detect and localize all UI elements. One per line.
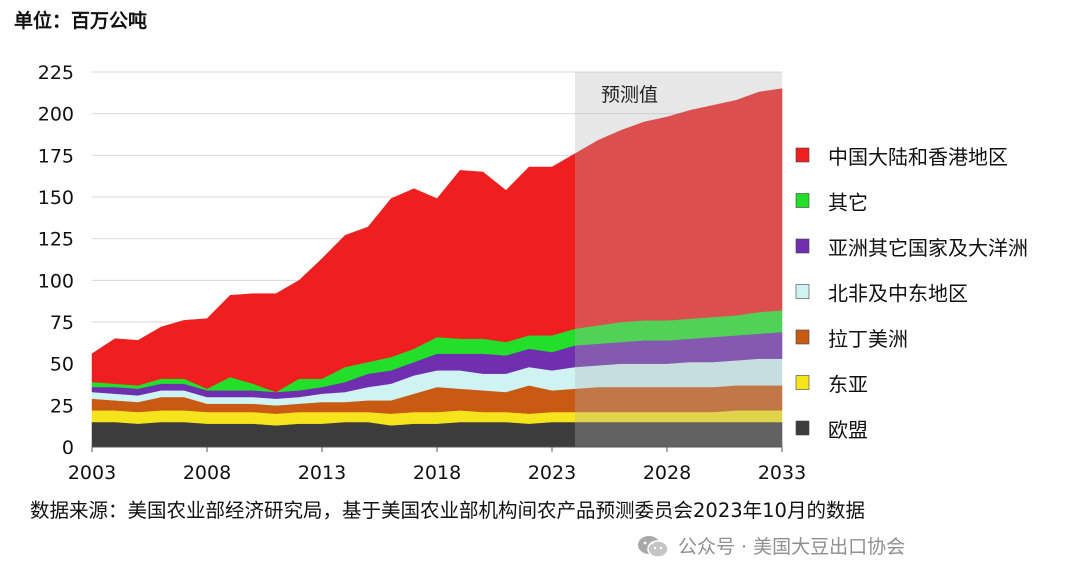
y-tick-label: 50 bbox=[50, 354, 74, 376]
legend-label: 欧盟 bbox=[828, 418, 868, 442]
watermark-text: 公众号 · 美国大豆出口协会 bbox=[678, 536, 906, 558]
x-tick-label: 2013 bbox=[298, 462, 346, 484]
legend-swatch bbox=[795, 147, 810, 163]
legend-swatch bbox=[795, 375, 810, 390]
x-tick-label: 2003 bbox=[68, 462, 116, 484]
x-tick-label: 2028 bbox=[643, 462, 691, 484]
stacked-area-chart: 预测值 0 25 50 75 100 125 150 175 200 225 2003 2008 201… bbox=[38, 62, 1028, 484]
projection-label: 预测值 bbox=[601, 84, 658, 106]
watermark: 公众号 · 美国大豆出口协会 bbox=[636, 532, 905, 559]
legend-swatch bbox=[795, 193, 810, 208]
area-series bbox=[91, 88, 783, 448]
legend-swatch bbox=[795, 284, 810, 299]
y-tick-label: 125 bbox=[38, 229, 74, 251]
y-tick-label: 225 bbox=[38, 62, 74, 84]
unit-label: 单位：百万公吨 bbox=[14, 10, 148, 32]
x-tick-label: 2023 bbox=[528, 462, 576, 484]
legend-label: 亚洲其它国家及大洋洲 bbox=[828, 236, 1028, 260]
axes: 0 25 50 75 100 125 150 175 200 225 2003 2008 2013 201… bbox=[38, 62, 806, 484]
y-tick-label: 0 bbox=[62, 437, 74, 459]
projection-shade: 预测值 bbox=[575, 72, 782, 447]
legend-label: 其它 bbox=[828, 191, 868, 215]
legend-swatch bbox=[795, 329, 810, 345]
y-tick-label: 175 bbox=[38, 145, 74, 167]
x-tick-label: 2008 bbox=[183, 462, 231, 484]
y-tick-label: 25 bbox=[50, 395, 74, 417]
legend-swatch bbox=[795, 238, 810, 254]
legend-label: 中国大陆和香港地区 bbox=[828, 145, 1008, 169]
y-tick-label: 200 bbox=[38, 104, 74, 126]
legend-label: 东亚 bbox=[828, 373, 868, 397]
area-series-中国大陆和香港地区 bbox=[91, 88, 783, 393]
x-tick-label: 2018 bbox=[413, 462, 461, 484]
legend-label: 北非及中东地区 bbox=[828, 282, 968, 306]
y-tick-label: 150 bbox=[38, 187, 74, 209]
y-tick-label: 100 bbox=[38, 270, 74, 292]
x-tick-label: 2033 bbox=[758, 462, 806, 484]
y-tick-label: 75 bbox=[50, 312, 74, 334]
legend-swatch bbox=[795, 420, 810, 436]
data-source-note: 数据来源：美国农业部经济研究局，基于美国农业部机构间农产品预测委员会2023年1… bbox=[30, 499, 865, 522]
wechat-icon bbox=[638, 535, 669, 558]
projection-region bbox=[575, 72, 782, 447]
legend-label: 拉丁美洲 bbox=[828, 327, 908, 351]
